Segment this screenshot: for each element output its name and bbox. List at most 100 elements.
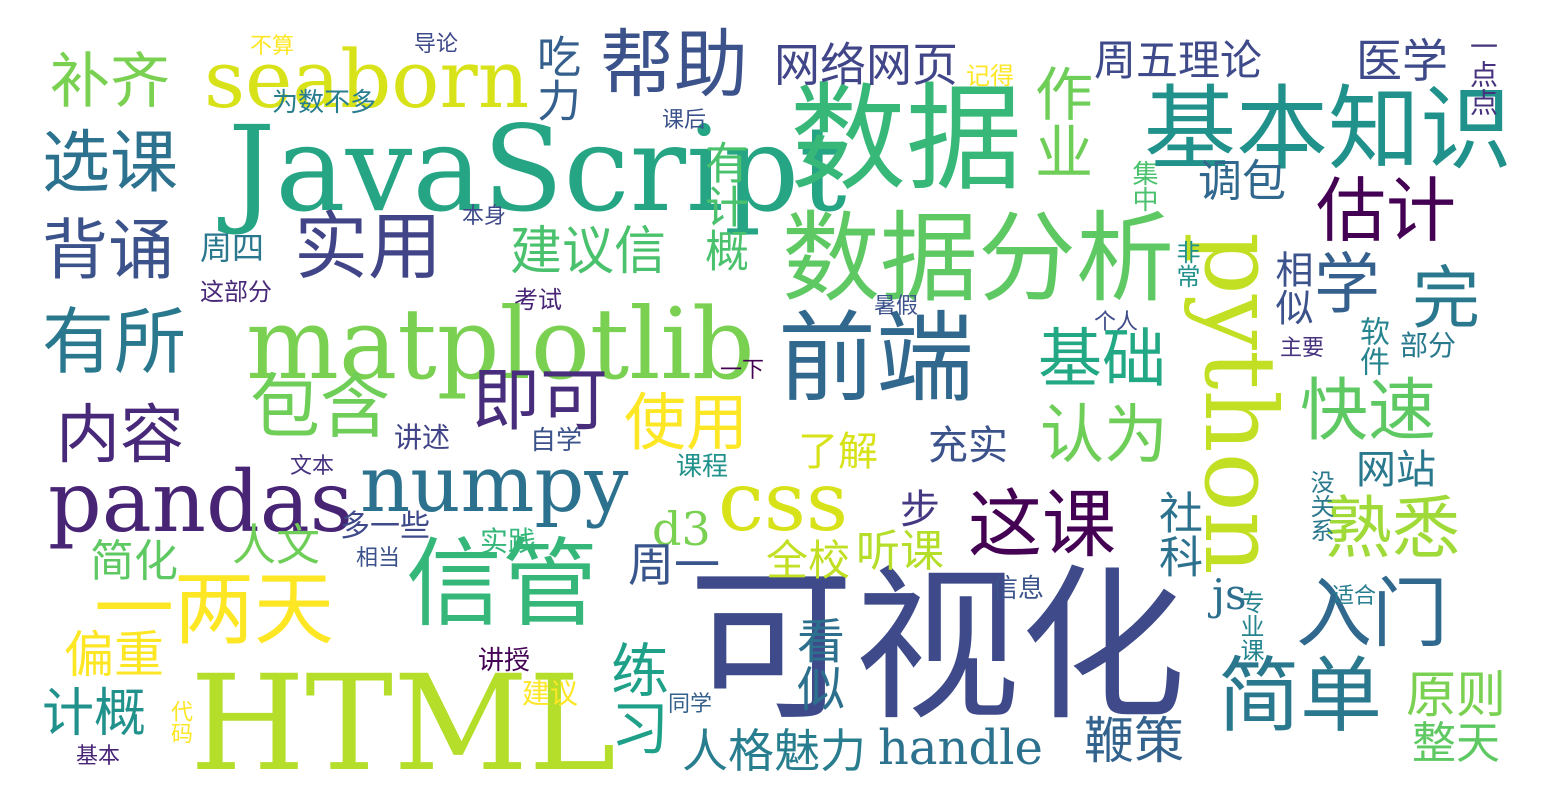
word-cloud-word: seaborn — [204, 33, 530, 126]
word-cloud-word: 集中 — [1128, 160, 1158, 212]
word-cloud-word: handle — [878, 720, 1043, 776]
word-cloud-word: 非常 — [1172, 240, 1200, 288]
word-cloud-word: 课程 — [676, 452, 729, 482]
word-cloud-word: 步 — [893, 488, 939, 528]
word-cloud-word: 原则 — [1406, 666, 1506, 724]
word-cloud-word: 医学 — [1356, 34, 1448, 88]
word-cloud-word: d3 — [652, 502, 711, 556]
word-cloud-word: 相当 — [356, 546, 401, 571]
word-cloud-word: 背诵 — [42, 212, 174, 289]
word-cloud-word: 这部分 — [200, 278, 272, 306]
word-cloud-word: 作业 — [1025, 64, 1093, 180]
word-cloud-word: 这课 — [968, 482, 1116, 568]
word-cloud-word: 鞭策 — [1084, 712, 1184, 770]
word-cloud-word: 基本知识 — [1144, 76, 1513, 183]
word-cloud-word: 偏重 — [64, 626, 164, 684]
word-cloud-word: 吃力 — [529, 34, 580, 122]
word-cloud-word: 数据 — [790, 72, 1022, 207]
word-cloud-word: 周五理论 — [1094, 36, 1263, 85]
word-cloud-word: 帮助 — [600, 22, 748, 108]
word-cloud-word: 信息 — [992, 574, 1045, 604]
word-cloud-word: 有计概 — [697, 140, 748, 272]
word-cloud-word: numpy — [360, 440, 629, 530]
word-cloud-word: 整天 — [1412, 718, 1500, 769]
word-cloud-word: 入门 — [1296, 569, 1448, 658]
word-cloud-word: 内容 — [56, 399, 184, 473]
word-cloud-word: 基础 — [1038, 323, 1166, 397]
word-cloud-word: 信管 — [406, 528, 598, 640]
word-cloud-word: matplotlib — [246, 288, 755, 402]
word-cloud-word: 简单 — [1218, 649, 1383, 744]
word-cloud-word: 暑假 — [874, 294, 919, 319]
word-cloud-word: 主要 — [1280, 336, 1325, 361]
word-cloud-word: 熟悉 — [1324, 490, 1461, 569]
word-cloud-word: 了解 — [798, 429, 878, 475]
word-cloud-word: 建议信 — [510, 222, 667, 282]
word-cloud-word: 周四 — [200, 229, 265, 267]
word-cloud-word: 练习 — [601, 640, 669, 756]
word-cloud-word: 课后 — [662, 108, 707, 133]
word-cloud-word: 个人 — [1094, 310, 1139, 335]
word-cloud-word: 可视化 — [688, 551, 1186, 744]
word-cloud-word: 认为 — [1040, 399, 1168, 473]
word-cloud-word: 基本 — [76, 744, 121, 769]
word-cloud-word: 计概 — [42, 684, 147, 744]
word-cloud-word: 没关系 — [1306, 470, 1334, 542]
word-cloud-word: 同学 — [668, 692, 713, 717]
word-cloud-word: pandas — [48, 453, 353, 551]
word-cloud-word: 即可 — [472, 362, 609, 441]
word-cloud-word: 适合 — [1332, 584, 1377, 609]
word-cloud-word: python — [1182, 232, 1296, 575]
word-cloud-word: HTML — [190, 647, 616, 801]
word-cloud-word: 导论 — [414, 32, 459, 57]
word-cloud-word: 学 — [1314, 246, 1380, 323]
word-cloud-word: 相似 — [1269, 250, 1313, 326]
word-cloud-word: 一点点 — [1466, 32, 1499, 116]
word-cloud-word: JavaScript — [228, 100, 847, 238]
word-cloud-word: 前端 — [778, 302, 975, 416]
word-cloud-word: 快速 — [1300, 372, 1437, 451]
word-cloud-word: 充实 — [928, 423, 1008, 469]
word-cloud-word: 实用 — [294, 204, 442, 290]
word-cloud-word: 人格魅力 — [682, 724, 866, 778]
word-cloud-word: 数据分析 — [782, 202, 1175, 316]
word-cloud-word: 包含 — [250, 366, 390, 448]
word-cloud-word: 选课 — [42, 124, 179, 203]
word-cloud-word: 网络网页 — [774, 38, 958, 92]
word-cloud-word: 估计 — [1316, 170, 1456, 252]
word-cloud-word: 周一 — [628, 538, 720, 592]
word-cloud-word: 建议 — [522, 677, 579, 710]
word-cloud-word: 为数不多 — [272, 88, 377, 118]
word-cloud-word: 简化 — [90, 536, 178, 587]
word-cloud-word: 社科 — [1151, 490, 1202, 578]
word-cloud-word: 一下 — [720, 358, 765, 383]
word-cloud-word: 实践 — [480, 525, 537, 558]
word-cloud-word: css — [718, 455, 849, 550]
word-cloud-word: 使用 — [624, 386, 749, 459]
word-cloud-word: 考试 — [514, 286, 562, 314]
word-cloud-word: 全校 — [766, 536, 851, 585]
word-cloud-word: 有所 — [42, 300, 187, 384]
word-cloud-word: 不算 — [250, 34, 295, 59]
word-cloud-word: 自学 — [530, 426, 583, 456]
word-cloud-word: 本身 — [462, 204, 507, 229]
word-cloud-word: 多一些 — [340, 509, 430, 544]
word-cloud-word: 看似 — [788, 616, 844, 712]
word-cloud-word: 记得 — [966, 62, 1014, 90]
word-cloud-word: 软件 — [1354, 316, 1389, 376]
word-cloud-word: 专业课 — [1236, 590, 1264, 662]
word-cloud-word: 文本 — [290, 454, 335, 479]
word-cloud-word: 听课 — [856, 526, 944, 577]
word-cloud-word: 代码 — [167, 700, 192, 744]
word-cloud-word: 讲述 — [394, 421, 451, 454]
word-cloud-word: 补齐 — [50, 47, 170, 117]
word-cloud-word: 部分 — [1400, 329, 1457, 362]
word-cloud-word: 一两天 — [94, 563, 334, 656]
word-cloud-word: 人文 — [232, 520, 320, 571]
word-cloud-word: 讲授 — [478, 646, 531, 676]
word-cloud-word: 调包 — [1198, 156, 1286, 207]
word-cloud-word: 完 — [1412, 260, 1481, 339]
word-cloud-word: 网站 — [1356, 447, 1436, 493]
word-cloud-word: js — [1212, 570, 1247, 619]
